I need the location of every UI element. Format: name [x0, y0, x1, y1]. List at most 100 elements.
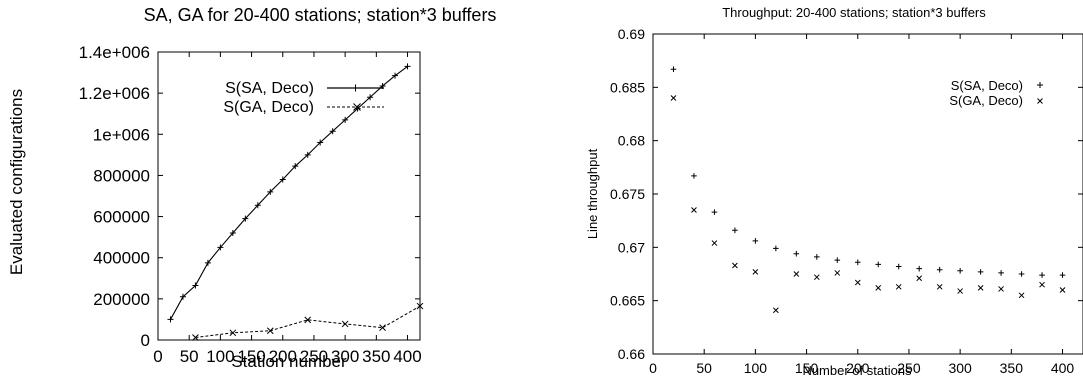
chart1-ga-point: [304, 316, 312, 324]
chart1-ga-point: [266, 327, 274, 335]
chart2-series: [670, 66, 1066, 314]
chart2-sa-point: [895, 263, 902, 270]
chart1-y-label: Evaluated configurations: [7, 89, 26, 275]
chart1-ga-point: [341, 320, 349, 328]
chart1-y-tick-label: 800000: [93, 166, 150, 185]
chart1-sa-point: [242, 215, 249, 222]
chart2-sa-point: [711, 209, 718, 215]
chart2-sa-point: [732, 227, 738, 234]
chart2-legend-marker-sa: [1037, 82, 1043, 88]
chart2-ga-point: [977, 285, 984, 291]
chart1-plot-frame: [157, 51, 421, 341]
chart2-ga-point: [773, 307, 779, 314]
chart1-x-axis: 0 50 100 150 200 250 300 350 400: [153, 52, 422, 366]
chart2-ga-point: [793, 271, 800, 277]
chart2-ga-point: [711, 240, 718, 246]
chart1-sa-point: [292, 163, 299, 170]
chart2-sa-point: [957, 268, 963, 274]
chart2-sa-point: [691, 173, 697, 179]
chart2-legend-label-ga: S(GA, Deco): [949, 93, 1023, 108]
chart1-x-tick-label: 0: [153, 347, 162, 366]
chart2-ga-point: [752, 269, 759, 275]
chart2-sa-point: [1059, 272, 1066, 278]
chart2-y-tick-label: 0.685: [610, 79, 645, 95]
chart1-sa-point: [217, 244, 224, 251]
chart2-sa-point: [834, 257, 841, 263]
chart2-sa-point: [773, 245, 779, 252]
chart2-y-tick-label: 0.67: [618, 239, 645, 255]
chart1-sa-point: [167, 316, 174, 323]
chart1-series: [167, 63, 424, 341]
chart1-sa-point: [317, 139, 324, 146]
chart2-x-tick-label: 400: [1051, 360, 1075, 376]
chart1-y-tick-label: 400000: [93, 249, 150, 268]
chart1-ga-point: [192, 334, 199, 341]
chart1-sa-point: [204, 259, 211, 266]
chart2-ga-point: [691, 207, 697, 213]
chart2-legend-marker-ga: [1037, 98, 1043, 104]
chart2-legend-label-sa: S(SA, Deco): [951, 78, 1023, 93]
chart1-sa-point: [404, 63, 411, 70]
chart1-legend-marker-sa: [352, 84, 359, 92]
chart1-sa-point: [267, 188, 274, 195]
chart2-y-tick-label: 0.66: [618, 346, 645, 362]
chart1-x-tick-label: 400: [393, 347, 421, 366]
chart2-ga-point: [732, 262, 738, 269]
chart2-sa-point: [814, 254, 820, 260]
chart2-sa-point: [854, 259, 861, 266]
chart2-sa-point: [916, 265, 922, 272]
chart1-sa-point: [254, 202, 261, 209]
chart2-legend: S(SA, Deco) S(GA, Deco): [949, 78, 1043, 108]
chart2-x-tick-label: 100: [744, 360, 768, 376]
chart2-y-label: Line throughput: [585, 148, 600, 239]
chart2-x-tick-label: 0: [649, 360, 657, 376]
chart1-ga-point: [416, 302, 424, 310]
chart1-x-tick-label: 350: [362, 347, 390, 366]
chart1-x-tick-label: 150: [237, 347, 265, 366]
chart2-ga-point: [916, 275, 923, 282]
chart1-ga-point: [229, 329, 237, 337]
chart1-legend-label-sa: S(SA, Deco): [225, 80, 314, 97]
chart2-sa-point: [998, 270, 1004, 276]
chart1-sa-point: [367, 94, 374, 101]
chart2-y-tick-label: 0.675: [610, 186, 645, 202]
chart1-sa-point: [329, 128, 336, 135]
chart2-sa-point: [752, 238, 759, 244]
chart1-sa-point: [279, 176, 286, 183]
chart2-x-label: Number of stations: [802, 363, 912, 378]
chart1-y-tick-label: 1.2e+006: [79, 84, 150, 103]
chart2-ga-point: [670, 95, 677, 101]
chart1-sa-point: [342, 116, 349, 123]
chart1-y-tick-label: 0: [141, 331, 150, 350]
chart-line-throughput: Throughput: 20-400 stations; station*3 b…: [585, 5, 1083, 378]
chart2-x-tick-label: 50: [696, 360, 712, 376]
chart2-y-tick-label: 0.69: [618, 26, 645, 42]
chart2-sa-point: [1039, 272, 1045, 278]
chart2-sa-point: [936, 266, 943, 273]
chart1-ga-point: [379, 324, 386, 332]
chart2-ga-point: [957, 288, 963, 294]
chart2-ga-point: [875, 285, 882, 291]
chart1-series-sa-line: [169, 65, 408, 320]
chart2-sa-point: [1018, 271, 1025, 277]
chart1-x-tick-label: 250: [300, 347, 328, 366]
chart2-sa-point: [670, 66, 677, 72]
chart1-sa-point: [392, 72, 399, 79]
chart2-ga-point: [1039, 281, 1045, 288]
chart1-x-tick-label: 100: [206, 347, 234, 366]
chart2-y-axis: 0.66 0.665 0.67 0.675 0.68 0.685 0.69: [610, 26, 1083, 362]
chart2-x-tick-label: 200: [846, 360, 870, 376]
chart2-ga-point: [1018, 292, 1025, 299]
chart1-y-tick-label: 200000: [93, 290, 150, 309]
chart2-ga-point: [854, 279, 861, 286]
chart1-x-label: Station number: [231, 352, 347, 371]
chart1-title: SA, GA for 20-400 stations; station*3 bu…: [144, 5, 497, 25]
chart2-x-tick-label: 300: [948, 360, 972, 376]
chart1-y-axis: 0 200000 400000 600000 800000 1e+006 1.2e+006 1…: [79, 43, 420, 350]
chart2-sa-point: [793, 250, 800, 257]
chart2-ga-point: [834, 270, 841, 276]
chart2-y-tick-label: 0.68: [618, 133, 645, 149]
chart2-ga-point: [936, 283, 943, 290]
chart2-ga-point: [813, 274, 820, 281]
